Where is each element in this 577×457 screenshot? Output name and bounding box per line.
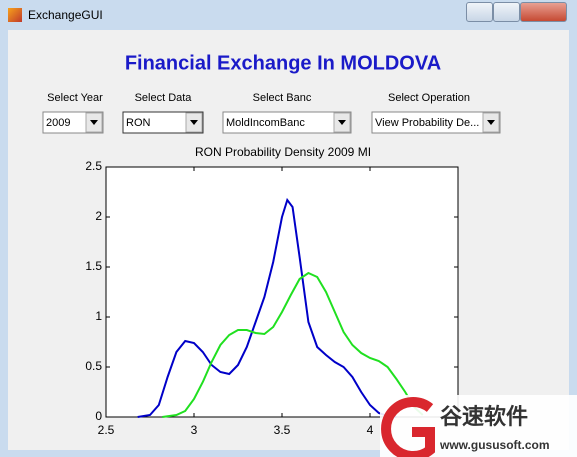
y-tick-label: 1	[95, 309, 102, 323]
plot-area	[105, 166, 459, 418]
title-bar: ExchangeGUI	[0, 0, 577, 30]
x-tick-label: 2.5	[98, 423, 115, 437]
app-icon	[8, 8, 22, 22]
y-tick-label: 0	[95, 409, 102, 423]
x-tick-label: 3	[191, 423, 198, 437]
dropdown-value: MoldIncomBanc	[226, 117, 305, 129]
dropdown-arrow	[487, 120, 495, 125]
window-title: ExchangeGUI	[28, 8, 103, 22]
y-tick-label: 2	[95, 209, 102, 223]
dropdown-arrow	[90, 120, 98, 125]
watermark: 谷速软件 www.gususoft.com	[380, 395, 577, 457]
control-label: Select Year	[47, 92, 103, 104]
y-tick-label: 0.5	[85, 359, 102, 373]
dropdown-value: 2009	[46, 117, 70, 129]
dropdown[interactable]	[122, 111, 204, 134]
control-label: Select Banc	[253, 92, 312, 104]
close-button[interactable]	[520, 2, 567, 22]
dropdown[interactable]	[371, 111, 501, 134]
watermark-logo	[381, 397, 435, 457]
dropdown-arrow	[190, 120, 198, 125]
y-tick-label: 2.5	[85, 159, 102, 173]
line-series	[162, 271, 424, 418]
minimize-button[interactable]	[466, 2, 493, 22]
x-tick-label: 4	[367, 423, 374, 437]
dropdown-arrow	[338, 120, 346, 125]
control-label: Select Data	[135, 92, 193, 104]
heading: Financial Exchange In MOLDOVA	[125, 52, 441, 74]
maximize-button[interactable]	[493, 2, 520, 22]
watermark-brand: 谷速软件	[440, 404, 528, 429]
y-tick-label: 1.5	[85, 259, 102, 273]
control-label: Select Operation	[388, 92, 470, 104]
chart-title: RON Probability Density 2009 MI	[195, 145, 371, 159]
dropdown[interactable]	[222, 111, 352, 134]
dropdown-value: View Probability De...	[375, 117, 479, 129]
dropdown-value: RON	[126, 117, 151, 129]
x-tick-label: 3.5	[274, 423, 291, 437]
line-series	[137, 197, 397, 418]
watermark-url: www.gususoft.com	[439, 438, 550, 452]
